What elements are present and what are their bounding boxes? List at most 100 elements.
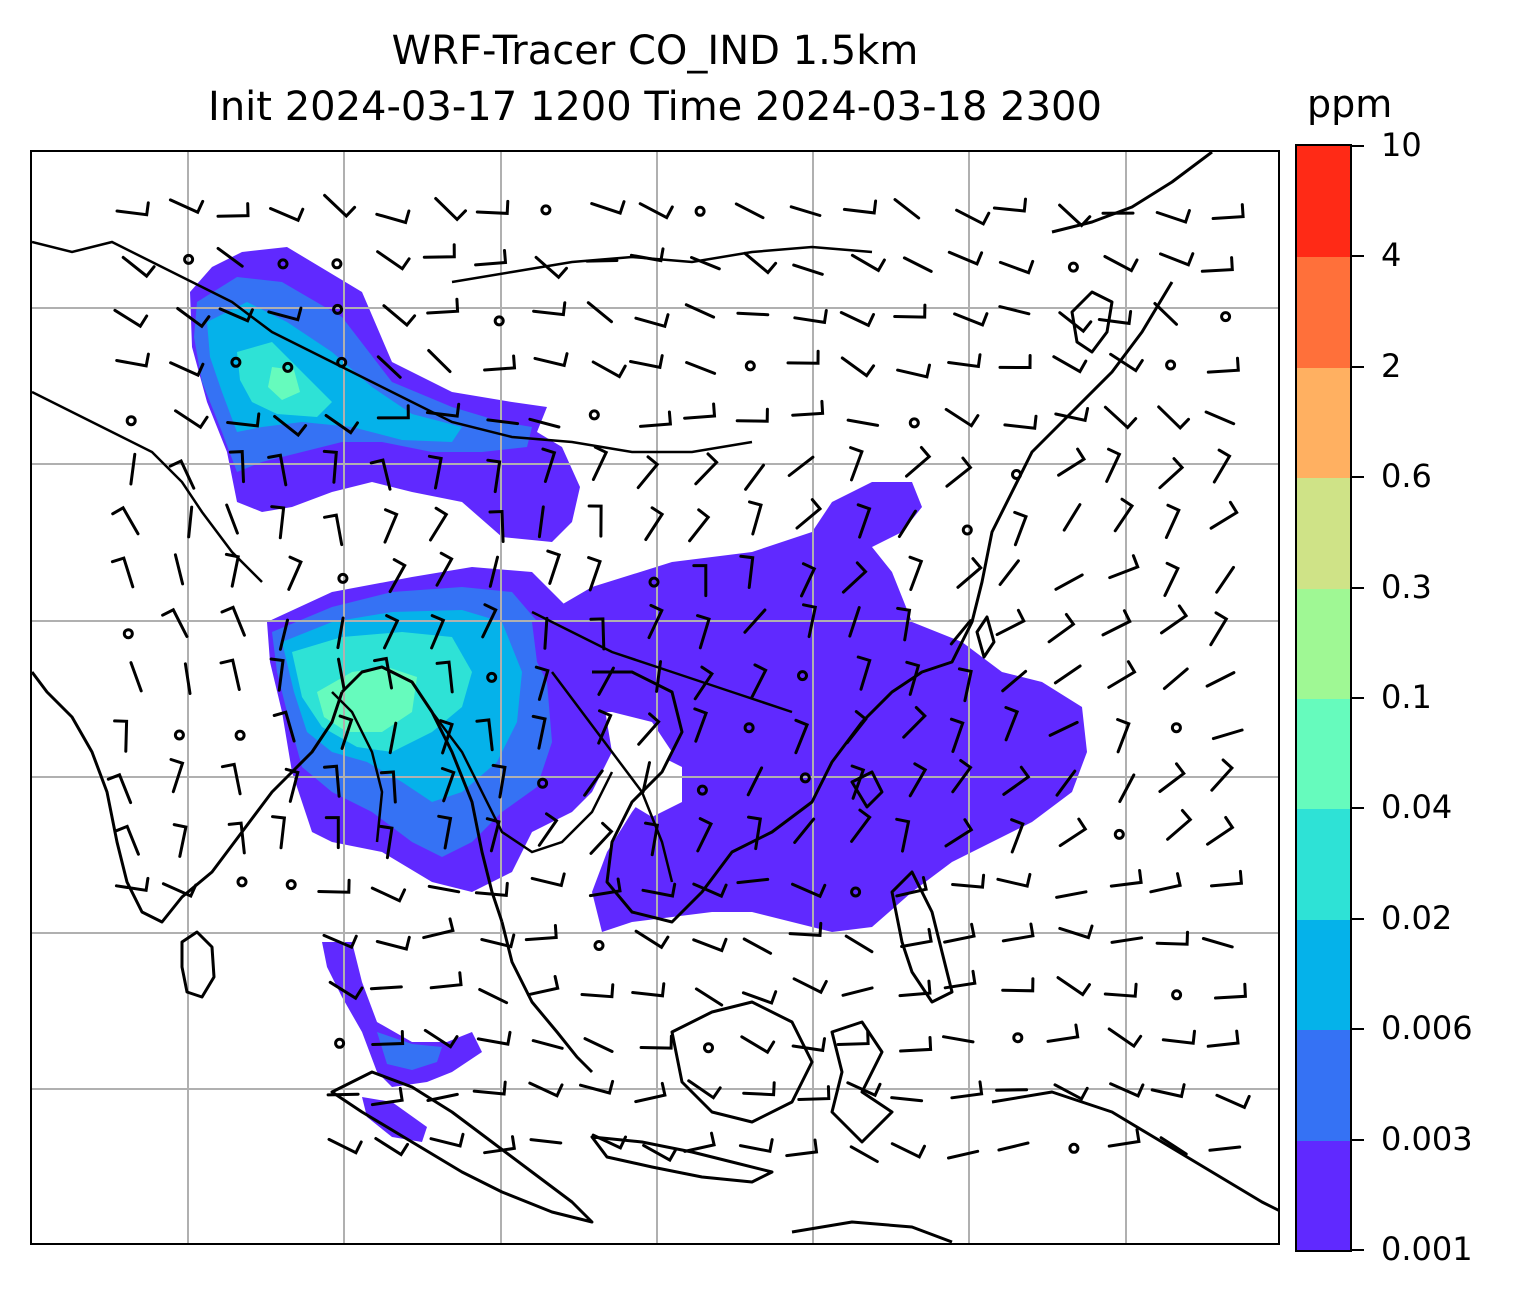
plume-south [322,942,482,1087]
taiwan-coast [975,615,996,659]
wind-barb [1004,706,1020,742]
wind-barb [1210,758,1235,792]
wind-barb [1206,1029,1240,1048]
wind-barb [947,1149,980,1160]
wind-barb [947,250,984,266]
korea-coast [1070,290,1114,354]
wind-barb [795,498,823,530]
wind-barb [998,354,1032,370]
wind-barb [1200,256,1234,273]
wind-barb [322,449,338,484]
wind-barb [1103,982,1138,998]
border-china-south [531,610,793,714]
wind-barb [322,933,358,950]
wind-barb [840,356,876,378]
calm-wind-circle [1165,359,1177,371]
wind-barb [944,818,974,848]
wind-barb [226,412,261,428]
wind-barb [597,666,615,696]
wind-barb [369,985,403,991]
wind-barb [841,561,868,594]
wind-barb [908,555,924,591]
wind-barb [685,361,717,375]
indochina-coast [592,670,864,924]
wind-barb [590,200,626,215]
wind-barb [269,207,305,223]
wind-barb [591,1133,627,1150]
calm-wind-circle [797,670,808,682]
wind-barb [634,929,670,950]
colorbar-tick-label: 2 [1381,346,1402,385]
wind-barb [483,354,517,372]
wind-barb [220,605,246,637]
wind-barb [655,660,662,693]
wind-barb [1001,669,1028,693]
wind-barb [637,712,661,746]
colorbar-tick [1352,586,1364,589]
wind-barb [629,354,664,370]
wind-barb [579,1079,615,1095]
wind-barb [1157,405,1190,431]
wind-barb [1159,1136,1188,1156]
wind-barb [422,917,455,940]
colorbar-band [1297,1139,1350,1250]
wind-barb [111,505,140,536]
wind-barb [480,933,516,949]
wind-barb [216,202,250,218]
map-title-line2: Init 2024-03-17 1200 Time 2024-03-18 230… [208,84,1102,130]
wind-barb [998,559,1020,586]
wind-barb [371,1030,405,1046]
wind-barb [435,660,454,694]
calm-wind-circle [125,415,137,427]
wind-barb [794,718,810,755]
wind-barb [370,886,407,903]
wind-barb [951,873,986,889]
wind-barb [1209,611,1229,647]
wind-barb [472,1080,507,1096]
map-panel [30,150,1280,1245]
map-title-line1: WRF-Tracer CO_IND 1.5km [391,28,919,74]
wind-barb [957,667,973,703]
wind-barb [169,361,205,378]
calm-wind-circle [122,628,134,640]
wind-barb [735,407,769,423]
wind-barb [1105,447,1122,483]
wind-barb [1211,728,1244,741]
wind-barb [1215,565,1235,594]
wind-barb [692,937,728,953]
wind-barb [692,564,708,598]
wind-barb [537,505,545,539]
wind-barb [949,717,965,753]
wind-barb [683,402,717,420]
wind-barb [374,1137,409,1157]
wind-barb [995,1088,1029,1092]
colorbar-tick [1352,365,1364,368]
wind-barb [169,758,185,794]
wind-barb [1109,352,1144,373]
wind-barb [644,506,665,541]
calm-wind-circle [1067,261,1079,273]
wind-barb [746,766,764,797]
wind-barb [1116,718,1131,754]
wind-barb [369,458,392,491]
wind-barb [376,355,402,379]
wind-barb [543,616,549,650]
wind-barb [1101,609,1132,637]
wind-barb [642,1143,678,1163]
calm-wind-circle [282,361,294,373]
wind-barb [113,308,149,329]
sumatra-coast [330,1070,594,1224]
wind-barb [849,446,864,482]
wind-barb [743,608,767,634]
colorbar-tick-label: 0.003 [1381,1119,1473,1158]
wind-barb [161,882,198,898]
colorbar-tick-label: 0.3 [1381,567,1432,606]
wind-barb [287,555,303,591]
wind-barb [1212,448,1232,484]
wind-barb [950,1080,984,1100]
wind-barb [1058,924,1094,940]
wind-barb [747,815,763,851]
wind-barb [684,303,716,319]
calm-wind-circle [703,1042,714,1054]
wind-barb [429,1132,465,1148]
